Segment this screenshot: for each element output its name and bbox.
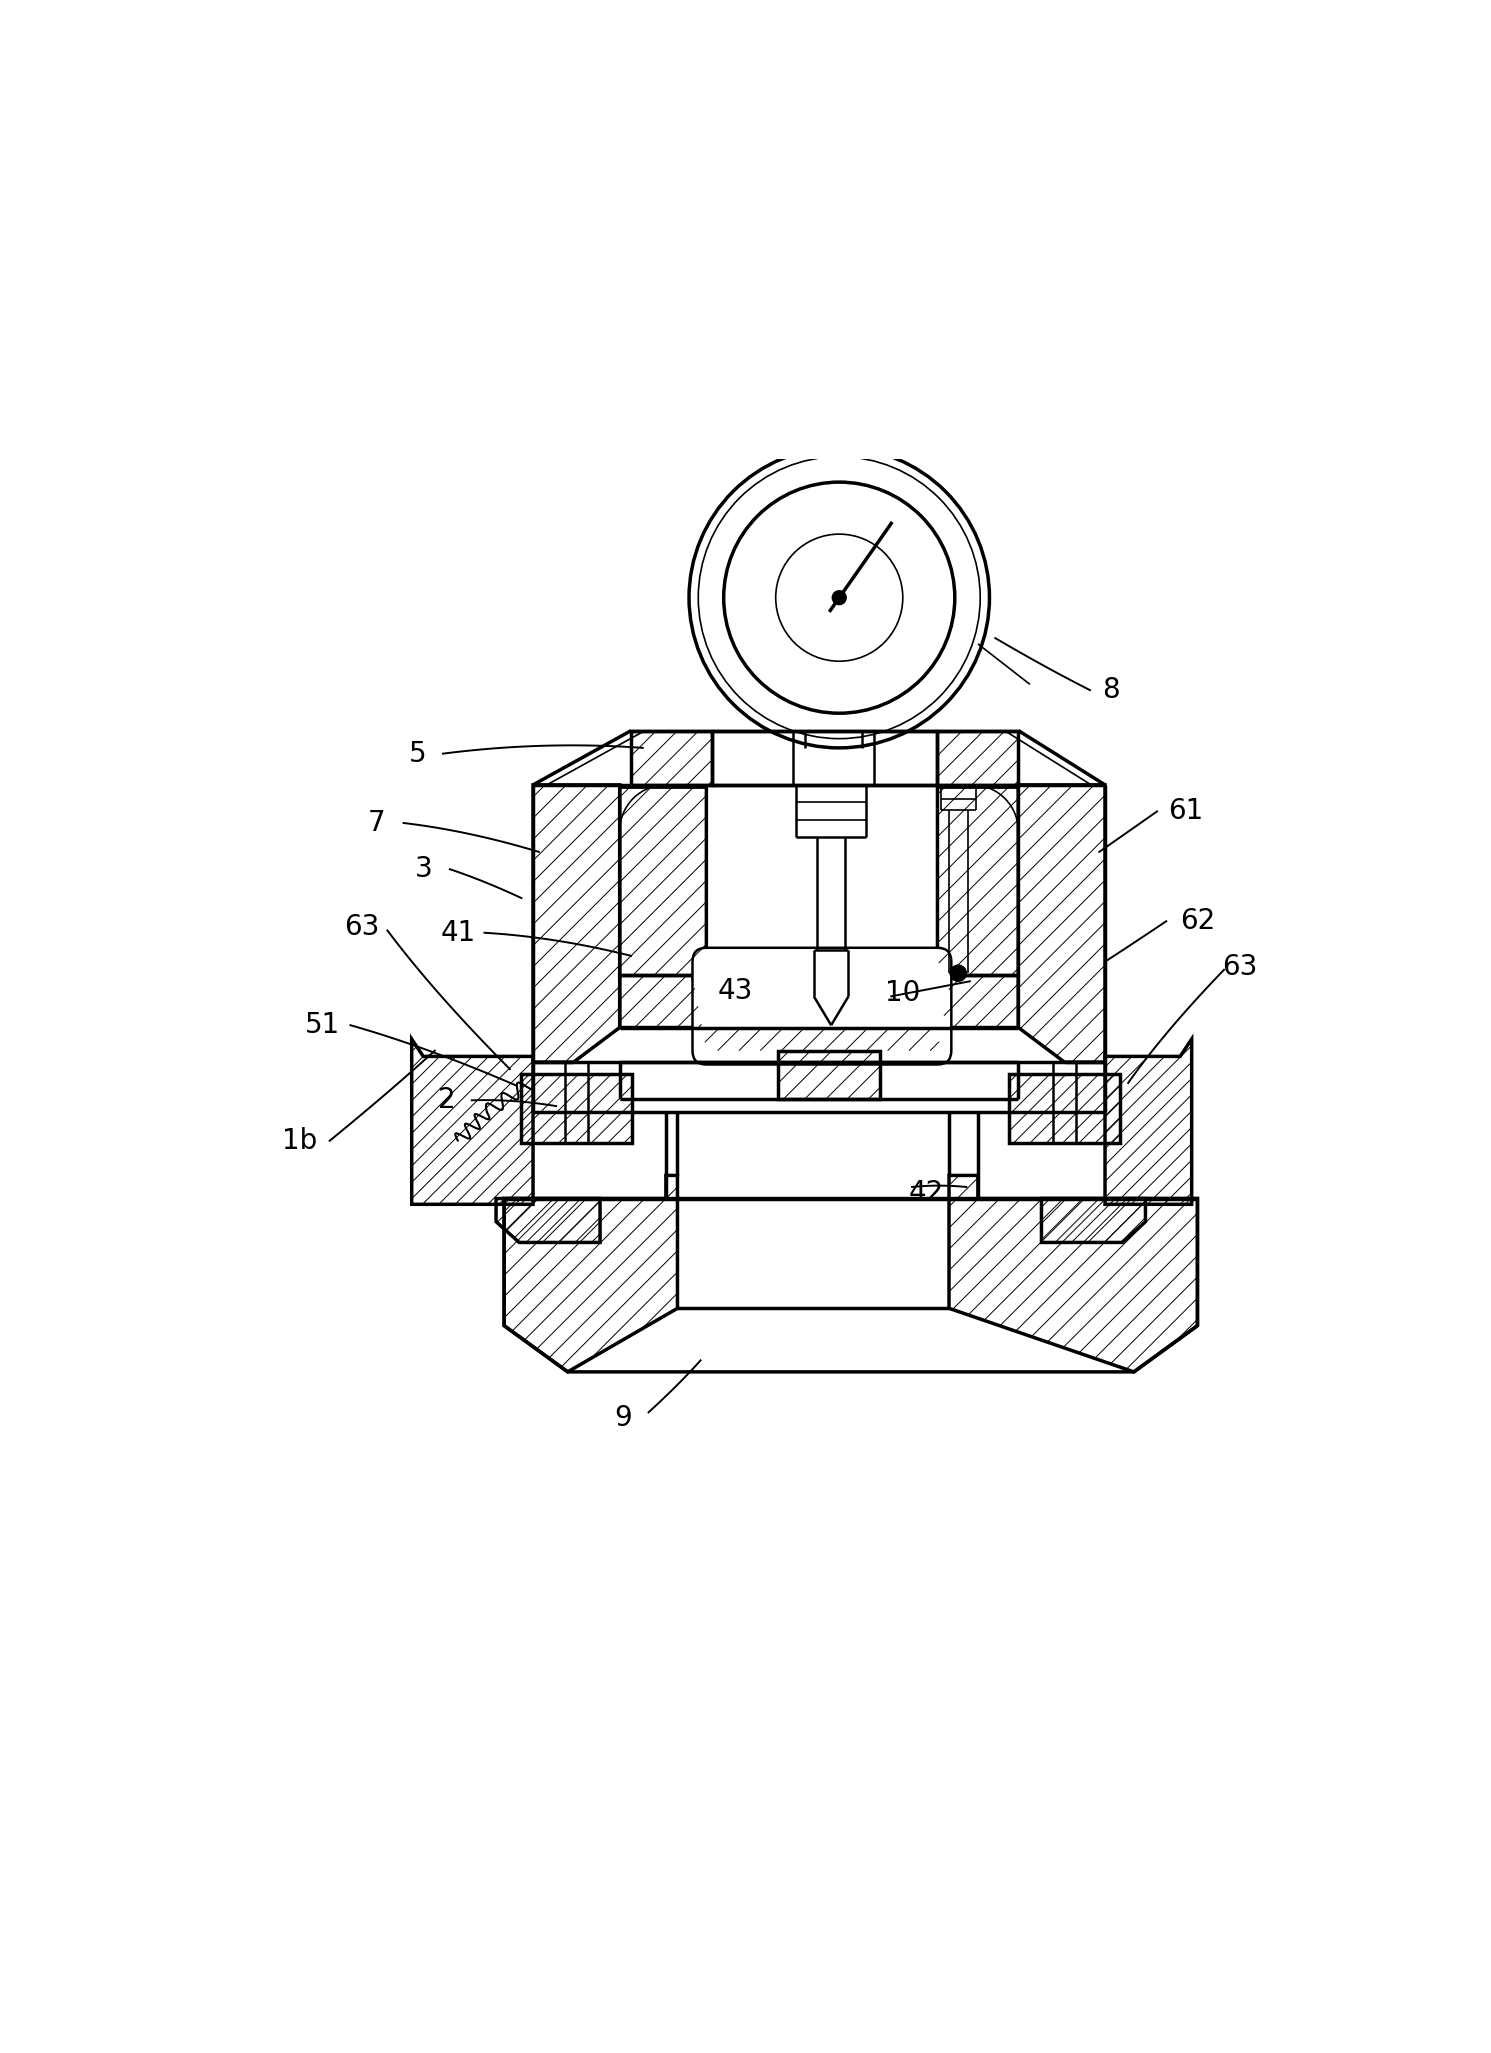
Text: 42: 42	[908, 1178, 944, 1207]
Text: 41: 41	[440, 920, 476, 946]
Text: 63: 63	[1223, 953, 1258, 981]
Text: 51: 51	[306, 1012, 340, 1039]
Text: 63: 63	[344, 914, 380, 940]
Text: 61: 61	[1169, 797, 1203, 825]
Text: 8: 8	[1102, 675, 1120, 704]
Text: 1b: 1b	[282, 1127, 318, 1154]
Text: 2: 2	[437, 1086, 455, 1115]
Text: 7: 7	[368, 809, 386, 838]
FancyBboxPatch shape	[692, 948, 951, 1066]
Text: 43: 43	[717, 977, 753, 1004]
Text: 3: 3	[414, 856, 432, 883]
Text: 10: 10	[886, 979, 920, 1006]
Text: 62: 62	[1179, 907, 1215, 936]
Text: 9: 9	[614, 1404, 632, 1433]
Circle shape	[832, 591, 847, 604]
Text: 5: 5	[409, 739, 426, 768]
Circle shape	[950, 965, 966, 981]
